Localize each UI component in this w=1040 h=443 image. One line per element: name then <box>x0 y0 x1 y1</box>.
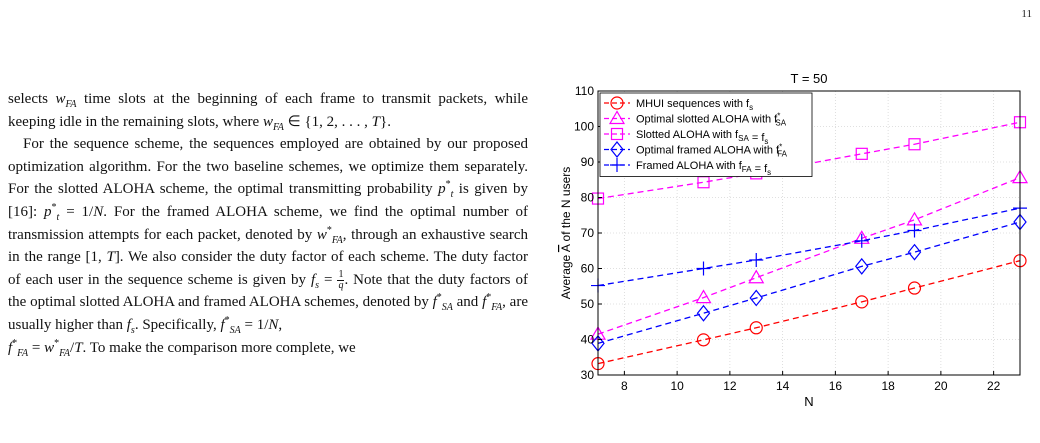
series-line <box>597 260 1021 365</box>
data-point <box>695 289 712 304</box>
x-tick-label: 12 <box>723 379 737 393</box>
x-tick-label: 22 <box>987 379 1001 393</box>
legend-label: Optimal slotted ALOHA with f* SA <box>636 112 787 128</box>
chart-ticks: 8 10 12 14 16 18 20 22 30 40 50 60 70 80 90 100 110 <box>574 84 1001 393</box>
series-1 <box>591 254 1027 371</box>
data-point <box>748 269 765 284</box>
paragraph-1: selects wFA time slots at the beginning … <box>8 91 528 133</box>
x-tick-label: 14 <box>776 379 790 393</box>
data-point <box>854 257 869 275</box>
data-point <box>749 289 764 307</box>
paragraph-2: For the sequence scheme, the sequences e… <box>8 136 528 359</box>
legend-label: Slotted ALOHA with fSA = fs <box>636 129 768 146</box>
body-text-column: selects wFA time slots at the beginning … <box>8 88 528 359</box>
data-point <box>855 147 868 160</box>
data-point <box>907 223 922 238</box>
legend-entry: MHUI sequences with fs <box>604 96 753 112</box>
x-axis-label: N <box>804 394 813 409</box>
series-line <box>597 221 1021 345</box>
legend-marker <box>610 158 624 172</box>
legend-marker <box>610 141 624 158</box>
x-tick-label: 20 <box>934 379 948 393</box>
y-tick-label: 100 <box>574 120 594 134</box>
series-2 <box>589 169 1028 340</box>
y-tick-label: 40 <box>581 333 595 347</box>
data-point <box>696 261 711 276</box>
data-point <box>696 333 711 347</box>
page-number: 11 <box>1021 8 1032 20</box>
legend-box <box>599 92 813 177</box>
y-tick-label: 60 <box>581 262 595 276</box>
legend-entry: Framed ALOHA with fFA = fs <box>604 158 771 177</box>
data-point <box>749 321 763 335</box>
legend-label: Framed ALOHA with fFA = fs <box>636 160 771 177</box>
figure-chart: 8 10 12 14 16 18 20 22 30 40 50 60 70 80 90 100 110 T = … <box>559 71 1028 409</box>
data-point <box>908 138 921 151</box>
y-tick-label: 70 <box>581 226 595 240</box>
data-point <box>855 295 869 309</box>
legend-entry: Slotted ALOHA with fSA = fs <box>604 127 768 146</box>
x-tick-label: 18 <box>881 379 895 393</box>
series-5 <box>591 201 1027 293</box>
data-point <box>907 243 922 261</box>
series-line <box>597 177 1021 335</box>
legend-marker <box>608 110 626 125</box>
data-point <box>854 233 869 248</box>
series-4 <box>591 213 1027 352</box>
y-tick-label: 30 <box>581 368 595 382</box>
legend-marker <box>610 96 624 110</box>
y-tick-label: 110 <box>575 84 594 98</box>
legend-label: Optimal framed ALOHA with f* FA <box>636 143 788 159</box>
series-line <box>597 207 1021 287</box>
legend-marker <box>610 127 624 141</box>
data-point <box>696 304 711 322</box>
data-point <box>749 252 764 267</box>
chart-title: T = 50 <box>791 71 828 86</box>
y-tick-label: 90 <box>581 155 595 169</box>
x-tick-label: 16 <box>829 379 843 393</box>
data-point <box>907 281 922 295</box>
legend-entry: Optimal slotted ALOHA with f* SA <box>604 110 787 128</box>
data-point <box>906 211 923 226</box>
y-axis-label: Average A of the N users <box>559 167 573 300</box>
legend-label: MHUI sequences with fs <box>636 98 753 112</box>
x-tick-label: 10 <box>670 379 684 393</box>
legend-entry: Optimal framed ALOHA with f* FA <box>604 141 788 159</box>
y-tick-label: 80 <box>581 191 595 205</box>
y-tick-label: 50 <box>581 297 595 311</box>
x-tick-label: 8 <box>621 379 628 393</box>
